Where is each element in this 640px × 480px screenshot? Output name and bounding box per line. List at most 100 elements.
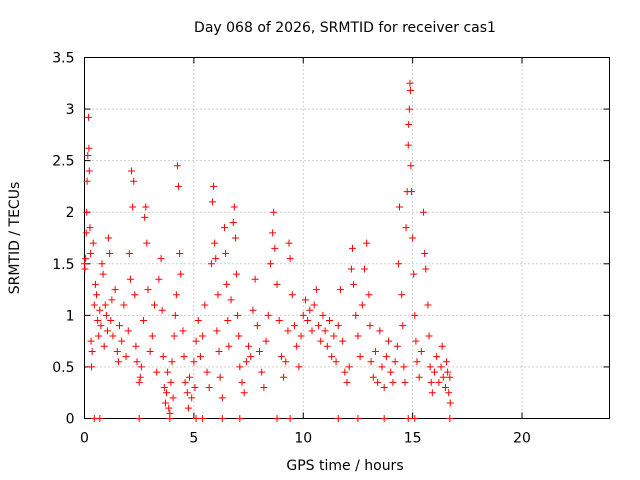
data-point [264, 311, 272, 319]
data-point [291, 322, 298, 330]
data-point [142, 203, 150, 211]
data-point [199, 415, 207, 422]
data-point [125, 249, 133, 257]
data-point [431, 368, 438, 376]
data-point [328, 353, 336, 361]
data-point [227, 296, 235, 304]
data-point [405, 105, 413, 113]
data-point [321, 327, 329, 335]
data-point [376, 327, 384, 335]
data-point [412, 337, 420, 345]
data-point [332, 358, 340, 366]
data-point [221, 224, 228, 232]
data-point [249, 306, 257, 314]
data-point [218, 415, 226, 422]
data-point [192, 415, 200, 422]
data-point [87, 249, 95, 257]
data-point [214, 291, 222, 299]
data-point [97, 322, 105, 330]
data-point [140, 317, 148, 325]
data-point [124, 327, 132, 335]
data-point [93, 291, 101, 299]
data-point [275, 317, 283, 325]
data-point [334, 322, 342, 330]
data-point [400, 363, 408, 371]
data-point [354, 415, 362, 422]
data-point [288, 291, 296, 299]
data-point [135, 378, 143, 386]
y-tick-label: 0.5 [52, 360, 74, 376]
data-point [224, 317, 232, 325]
data-point [446, 373, 454, 381]
data-point [133, 358, 141, 366]
data-point [120, 301, 128, 309]
data-point [84, 113, 92, 121]
data-point [247, 353, 255, 361]
data-point [190, 358, 198, 366]
data-point [256, 347, 263, 355]
data-point [409, 234, 417, 242]
data-point [245, 342, 253, 350]
data-point [341, 368, 349, 376]
data-point [304, 317, 312, 325]
data-point [312, 286, 320, 294]
data-point [108, 296, 116, 304]
data-point [233, 270, 241, 278]
data-point [334, 415, 342, 422]
data-point [258, 368, 266, 376]
data-point [82, 255, 90, 263]
data-point [215, 347, 223, 355]
data-point [417, 347, 425, 355]
data-point [236, 415, 244, 422]
data-point [401, 378, 409, 386]
data-point [157, 255, 165, 263]
data-point [326, 317, 333, 325]
data-point [378, 363, 386, 371]
data-point [354, 332, 362, 340]
data-point [407, 162, 415, 170]
data-point [345, 363, 353, 371]
data-point [437, 363, 445, 371]
data-point [109, 332, 117, 340]
x-axis-label: GPS time / hours [286, 458, 403, 474]
data-point [343, 378, 351, 386]
data-point [236, 363, 244, 371]
data-point [336, 286, 344, 294]
data-point [385, 337, 393, 345]
data-point [211, 239, 219, 247]
y-tick-label: 0 [66, 412, 75, 428]
data-point [175, 182, 183, 190]
data-point [299, 311, 307, 319]
data-point [103, 327, 111, 335]
data-point [242, 358, 250, 366]
data-point [106, 249, 114, 257]
data-point [99, 270, 107, 278]
data-point [339, 337, 347, 345]
data-point [116, 322, 123, 330]
data-point [171, 311, 179, 319]
data-point [330, 332, 338, 340]
data-point [435, 378, 443, 386]
data-point [444, 368, 452, 376]
chart-title: Day 068 of 2026, SRMTID for receiver cas… [194, 20, 496, 36]
data-point [374, 378, 382, 386]
data-point [445, 389, 453, 397]
y-axis-label: SRMTID / TECUs [7, 182, 23, 295]
data-point [155, 275, 163, 283]
data-point [387, 368, 395, 376]
data-point [240, 389, 248, 397]
data-point [235, 332, 243, 340]
data-point [180, 353, 188, 361]
data-point [102, 311, 110, 319]
data-point [441, 384, 449, 392]
data-point [207, 260, 215, 268]
y-tick-label: 3 [66, 102, 75, 118]
data-point [348, 244, 356, 252]
data-point [88, 347, 96, 355]
data-point [443, 358, 451, 366]
data-point [439, 373, 447, 381]
data-point [319, 311, 327, 319]
y-tick-label: 2.5 [52, 154, 74, 170]
data-point [144, 286, 152, 294]
data-point [225, 342, 233, 350]
